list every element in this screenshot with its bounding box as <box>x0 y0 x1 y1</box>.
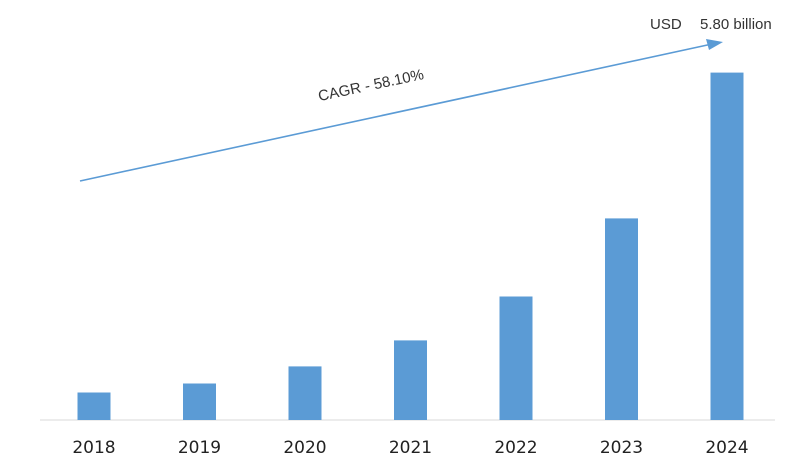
cagr-arrow-line <box>79 43 713 182</box>
x-tick-label-2018: 2018 <box>72 438 115 458</box>
cagr-label: CAGR - 58.10% <box>317 66 426 105</box>
bar-2018 <box>77 392 111 420</box>
x-tick-label-2019: 2019 <box>178 438 221 458</box>
cagr-arrow-head <box>706 39 723 50</box>
bar-2020 <box>288 366 322 420</box>
cagr-arrow <box>79 39 723 182</box>
bar-2024 <box>710 72 744 420</box>
final-value-label: 5.80 billion <box>700 16 772 33</box>
bar-2021 <box>394 340 427 420</box>
x-tick-label-2022: 2022 <box>494 438 537 458</box>
x-tick-label-2024: 2024 <box>705 438 748 458</box>
x-tick-labels-group: 2018 2019 2020 2021 2022 2023 2024 <box>72 438 748 458</box>
bar-2023 <box>605 218 638 420</box>
x-tick-label-2021: 2021 <box>389 438 432 458</box>
x-tick-label-2023: 2023 <box>600 438 643 458</box>
final-currency-label: USD <box>650 16 682 33</box>
bar-2022 <box>499 296 533 420</box>
x-tick-label-2020: 2020 <box>283 438 326 458</box>
bars-group <box>77 72 744 420</box>
bar-2019 <box>183 383 216 420</box>
